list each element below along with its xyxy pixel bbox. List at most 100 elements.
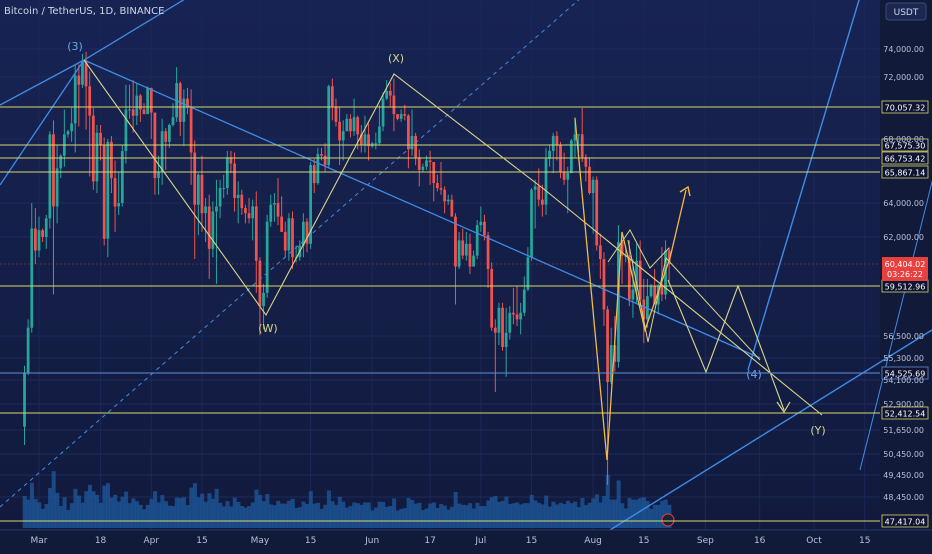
volume-bar <box>163 501 168 528</box>
candle-body <box>88 86 92 116</box>
candle-body <box>186 98 189 108</box>
volume-bar <box>482 506 487 528</box>
volume-bar <box>254 489 259 528</box>
drawing-tools[interactable]: (3) (X) (W) (4) (Y) <box>0 0 932 531</box>
volume-bar <box>565 500 570 528</box>
candle-body <box>66 131 70 135</box>
level-label[interactable]: 59,512.96 <box>885 283 926 292</box>
volume-bar <box>200 493 205 528</box>
triangle-top-line[interactable] <box>607 229 670 269</box>
dashed-median-line[interactable] <box>0 0 590 508</box>
volume-bar <box>261 501 266 528</box>
volume-bar <box>156 502 161 528</box>
volume-bar <box>308 491 313 528</box>
candle-body <box>312 165 316 184</box>
level-label[interactable]: 47,417.04 <box>885 518 926 527</box>
candle-body <box>526 257 530 290</box>
candle-body <box>283 231 287 251</box>
volume-bar <box>149 498 154 528</box>
volume-bar <box>529 494 534 528</box>
projection-channel-line[interactable] <box>747 0 862 371</box>
volume-bar <box>584 505 589 528</box>
candle-body <box>204 206 207 214</box>
volume-bar <box>127 503 132 528</box>
volume-bar <box>605 474 610 528</box>
candle-body <box>301 221 305 246</box>
candle-body <box>291 218 294 258</box>
volume-bar <box>627 498 632 528</box>
volume-bar <box>134 501 139 528</box>
volume-bar <box>431 502 436 528</box>
volume-bar <box>268 504 273 528</box>
candle-body <box>479 221 483 226</box>
level-label[interactable]: 65,867.14 <box>885 169 926 178</box>
volume-bar <box>569 503 574 528</box>
candle-body <box>515 314 519 320</box>
projection-arrowhead[interactable] <box>776 401 791 414</box>
time-tick-label: 15 <box>196 536 207 546</box>
volume-bar <box>243 507 248 528</box>
volume-bar <box>526 503 531 528</box>
volume-bar <box>109 497 114 528</box>
candle-body <box>425 160 428 167</box>
horizontal-levels[interactable] <box>0 106 880 522</box>
event-flag-icon[interactable] <box>661 513 675 527</box>
volume-bar <box>457 503 462 528</box>
volume-bar <box>540 504 545 528</box>
lower-channel-line[interactable] <box>609 329 932 531</box>
volume-bar <box>373 507 379 528</box>
level-label-box[interactable] <box>881 514 929 528</box>
candle-body <box>330 86 334 107</box>
time-tick-label: 15 <box>638 536 649 546</box>
upper-channel-inner-line[interactable] <box>0 59 85 186</box>
volume-bar <box>460 504 465 528</box>
inner-projection-line[interactable] <box>627 239 761 361</box>
candle-body <box>493 327 497 333</box>
level-label-box[interactable] <box>881 100 929 114</box>
candle-body <box>327 86 331 166</box>
orange-arrowhead[interactable] <box>679 185 691 197</box>
level-label[interactable]: 52,412.54 <box>885 410 926 419</box>
candle-body <box>613 345 617 362</box>
current-price-box[interactable] <box>882 257 928 281</box>
volume-bar <box>297 507 302 528</box>
price-tick-label: 50,450.00 <box>883 450 924 459</box>
currency-button[interactable]: USDT <box>885 2 927 21</box>
projection-zigzag[interactable] <box>667 279 785 411</box>
volume-bar <box>377 501 382 528</box>
volume-bar <box>656 504 661 528</box>
volume-bar <box>507 504 513 528</box>
level-label-box[interactable] <box>881 151 929 165</box>
candle-body <box>631 289 635 300</box>
candle-body <box>30 228 34 328</box>
wave-label: (X) <box>388 52 404 65</box>
level-label[interactable]: 67,575.30 <box>885 142 926 151</box>
level-label[interactable]: 54,525.69 <box>885 370 926 379</box>
wxy-pattern-line[interactable] <box>83 59 823 416</box>
volume-bar <box>439 504 444 528</box>
time-tick-label: 15 <box>305 536 316 546</box>
volume-bar <box>44 504 49 528</box>
level-label[interactable]: 70,057.32 <box>885 104 926 113</box>
volume-bar <box>62 497 67 528</box>
time-axis[interactable]: Mar 18 Apr 15 May 15 Jun 17 Jul 15 Aug 15 Sep 16 Oct 15 <box>0 529 932 550</box>
orange-projection-line[interactable] <box>574 117 687 461</box>
descending-trendline[interactable] <box>83 59 761 359</box>
symbol-title: Bitcoin / TetherUS, 1D, BINANCE <box>4 6 164 17</box>
top-right-line[interactable] <box>859 0 932 471</box>
level-label-box[interactable] <box>881 366 929 380</box>
level-label-box[interactable] <box>881 138 929 152</box>
price-axis[interactable]: 70,057.32 67,575.30 66,753.42 65,867.14 59,5… <box>881 45 929 528</box>
candle-body <box>320 154 323 156</box>
candle-body <box>541 199 544 205</box>
volume-bar <box>98 502 103 528</box>
volume-bar <box>587 502 592 528</box>
candle-body <box>251 206 255 219</box>
level-label-box[interactable] <box>881 165 929 179</box>
volume-bar <box>497 502 502 528</box>
volume-bar <box>95 494 100 528</box>
level-label-box[interactable] <box>881 406 929 420</box>
level-label[interactable]: 66,753.42 <box>885 155 926 164</box>
